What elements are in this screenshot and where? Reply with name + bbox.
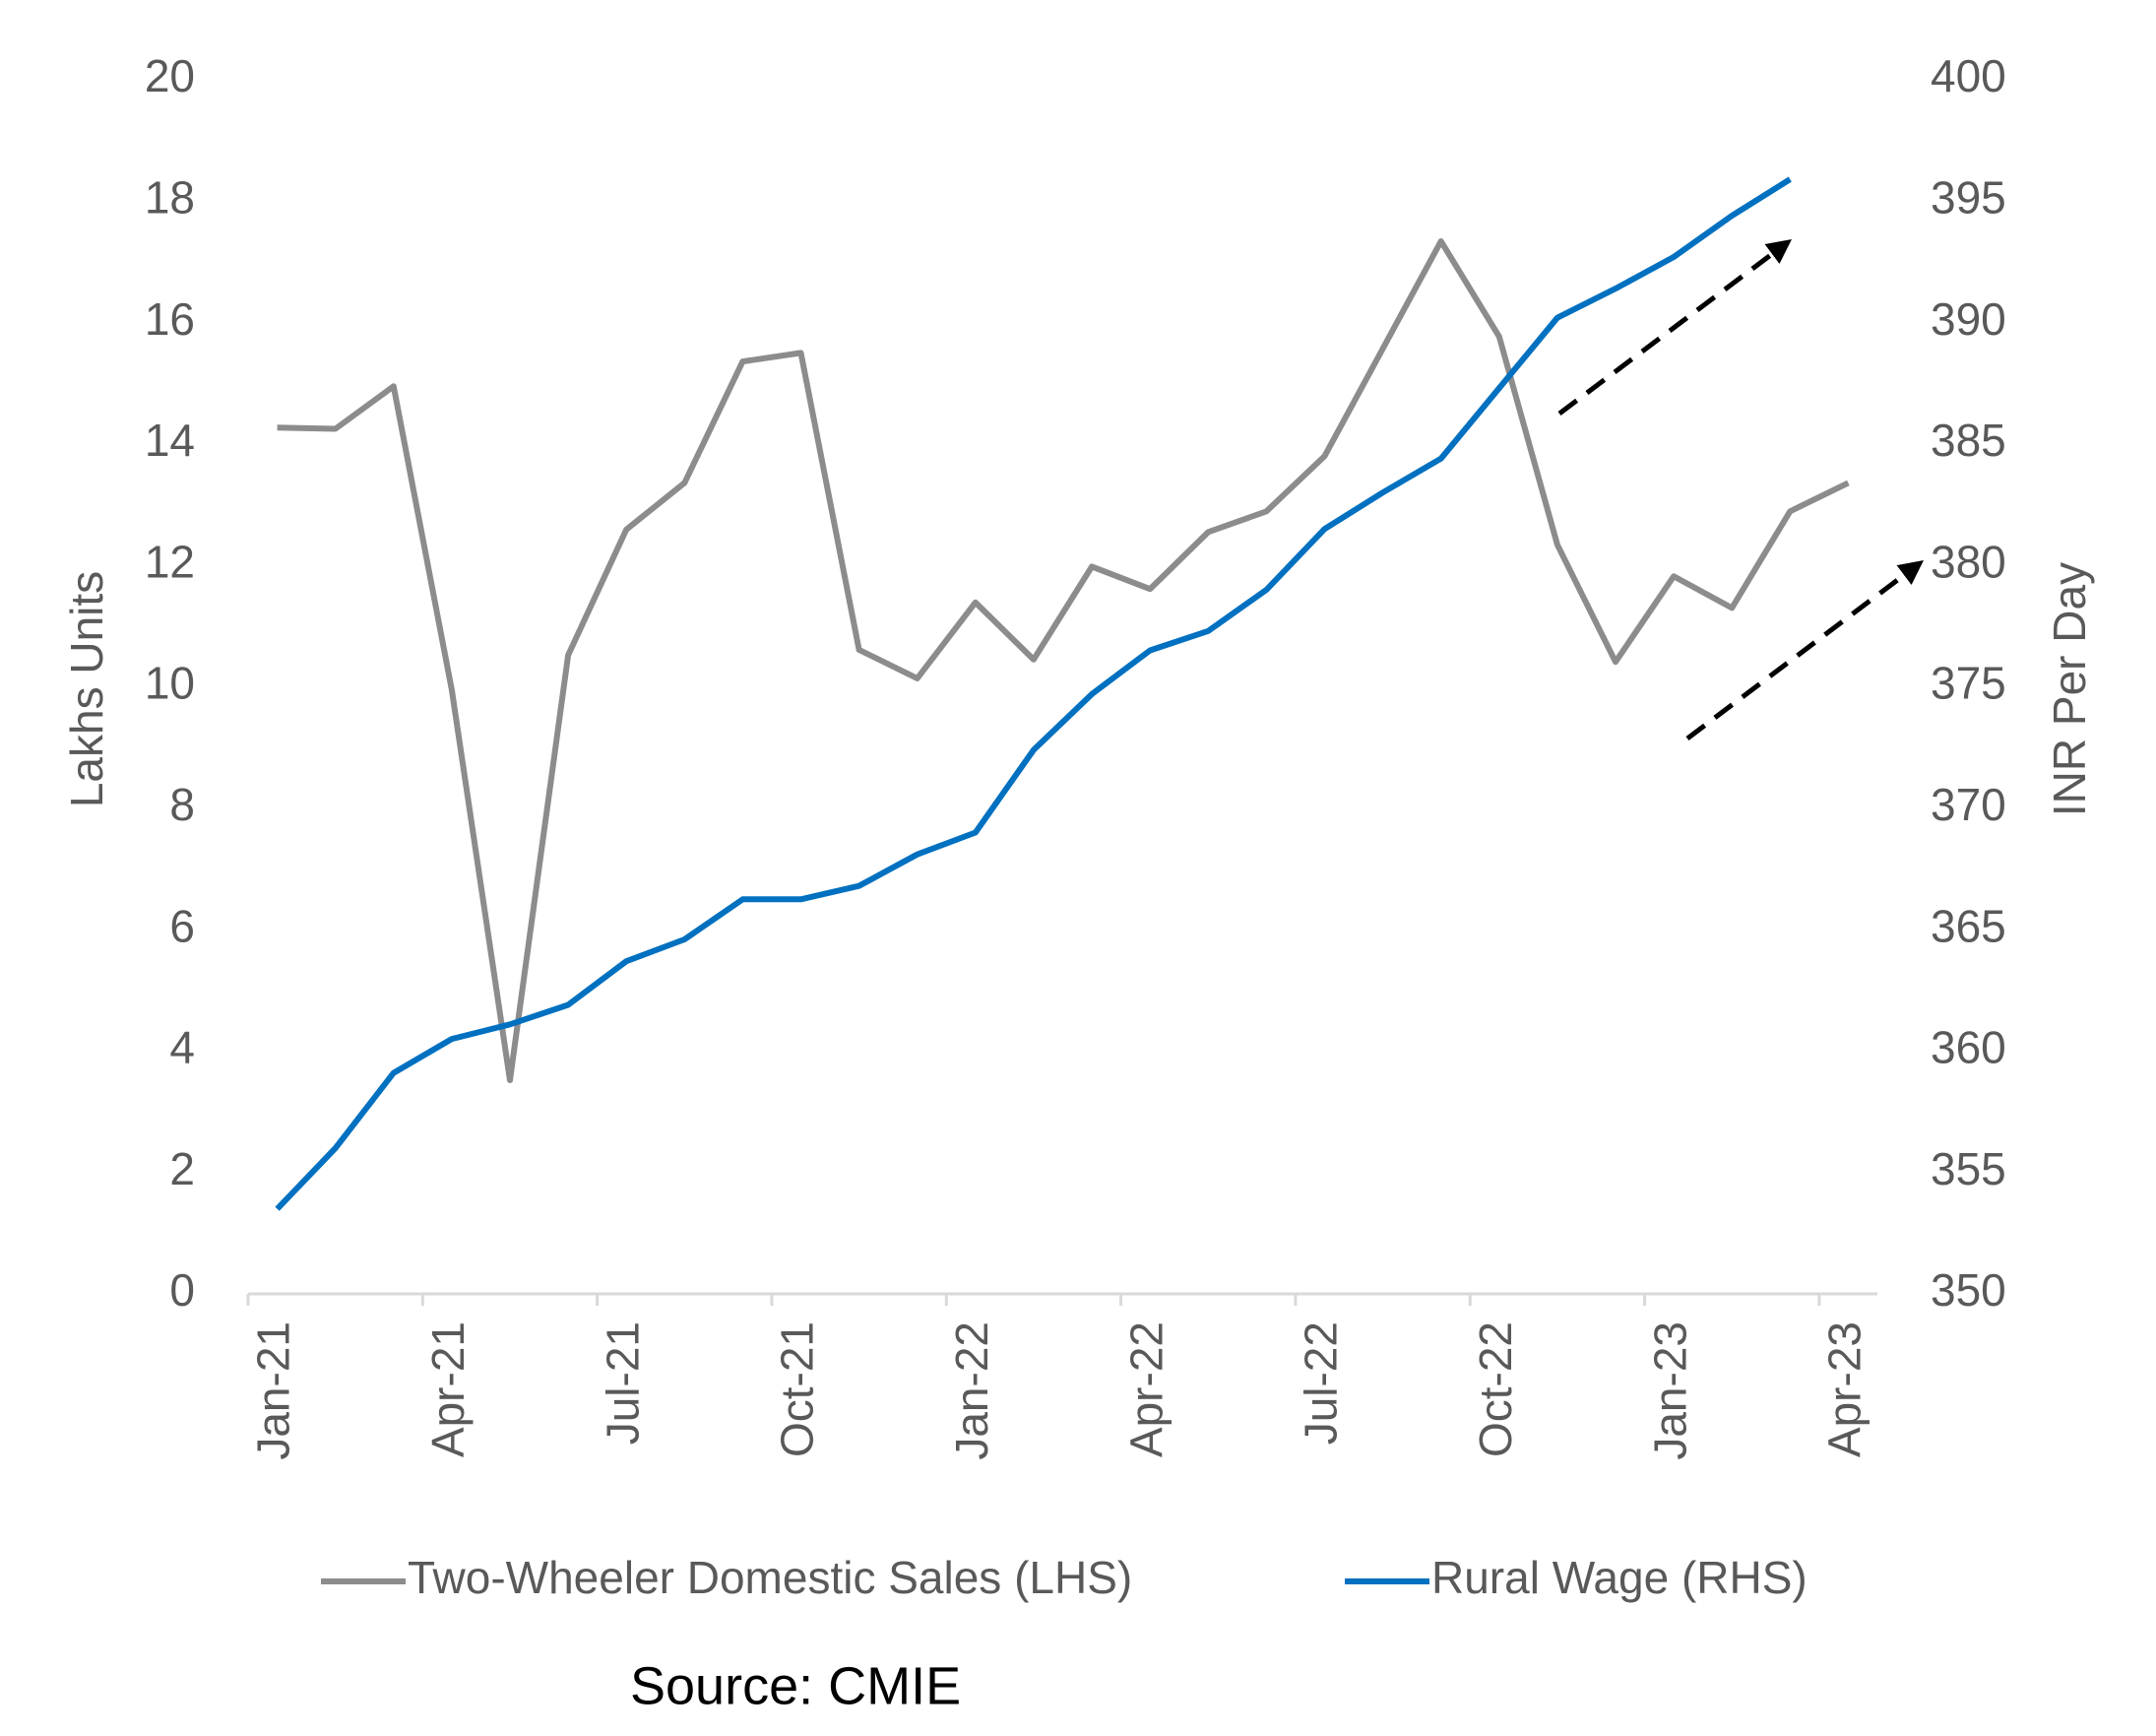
y2-tick-label: 400 — [1931, 50, 2006, 101]
y-tick-label: 14 — [145, 415, 195, 466]
series-line — [277, 238, 1850, 1083]
y-tick-label: 8 — [169, 779, 195, 830]
trend-arrow — [1685, 559, 1924, 740]
y-tick-label: 12 — [145, 536, 195, 587]
legend-label: Rural Wage (RHS) — [1431, 1552, 1807, 1603]
y2-tick-label: 375 — [1931, 658, 2006, 709]
x-tick-label: Jan-23 — [1644, 1321, 1695, 1460]
y2-tick-label: 360 — [1931, 1022, 2006, 1073]
y-tick-label: 6 — [169, 900, 195, 951]
x-tick-label: Apr-22 — [1120, 1321, 1172, 1457]
y-tick-label: 4 — [169, 1022, 195, 1073]
y-tick-label: 16 — [145, 293, 195, 345]
y2-tick-label: 350 — [1931, 1264, 2006, 1316]
x-tick-label: Oct-21 — [772, 1321, 823, 1457]
y2-tick-label: 355 — [1931, 1143, 2006, 1194]
x-tick-label: Jul-21 — [597, 1321, 648, 1445]
y2-tick-label: 365 — [1931, 900, 2006, 951]
legend-label: Two-Wheeler Domestic Sales (LHS) — [408, 1552, 1132, 1603]
y-tick-label: 2 — [169, 1143, 195, 1194]
source-note: Source: CMIE — [630, 1656, 961, 1715]
x-tick-label: Jan-22 — [946, 1321, 997, 1460]
y2-tick-label: 370 — [1931, 779, 2006, 830]
trend-arrow — [1557, 239, 1792, 416]
x-tick-label: Apr-23 — [1819, 1321, 1871, 1457]
y2-axis-title: INR Per Day — [2044, 562, 2095, 816]
y-tick-label: 10 — [145, 658, 195, 709]
x-tick-label: Jan-21 — [248, 1321, 299, 1460]
x-tick-label: Jul-22 — [1296, 1321, 1347, 1445]
x-tick-label: Apr-21 — [422, 1321, 474, 1457]
y2-tick-label: 380 — [1931, 536, 2006, 587]
y2-tick-label: 385 — [1931, 415, 2006, 466]
x-tick-label: Oct-22 — [1470, 1321, 1521, 1457]
y-tick-label: 18 — [145, 171, 195, 223]
y2-tick-label: 390 — [1931, 293, 2006, 345]
series-line — [275, 176, 1792, 1211]
y-tick-label: 20 — [145, 50, 195, 101]
y-axis-title: Lakhs Units — [61, 571, 112, 807]
y-tick-label: 0 — [169, 1264, 195, 1316]
y2-tick-label: 395 — [1931, 171, 2006, 223]
